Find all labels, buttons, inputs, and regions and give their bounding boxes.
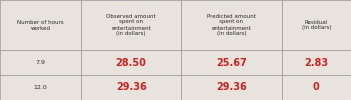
Bar (181, 75, 282, 100)
Bar (0, 50, 81, 75)
Bar (0, 75, 81, 100)
Text: 25.67: 25.67 (216, 57, 247, 68)
Text: Predicted amount
spent on
entertainment
(in dollars): Predicted amount spent on entertainment … (207, 14, 256, 36)
Text: 28.50: 28.50 (116, 57, 147, 68)
Bar (282, 50, 351, 75)
Text: 0: 0 (313, 82, 320, 93)
Bar (81, 50, 181, 75)
Text: 2.83: 2.83 (304, 57, 328, 68)
Text: 12.0: 12.0 (34, 85, 47, 90)
Text: 7.9: 7.9 (35, 60, 46, 65)
Text: Number of hours
worked: Number of hours worked (17, 20, 64, 30)
Text: Observed amount
spent on
entertainment
(in dollars): Observed amount spent on entertainment (… (106, 14, 156, 36)
Bar (181, 0, 282, 50)
Bar (0, 0, 81, 50)
Text: Residual
(in dollars): Residual (in dollars) (302, 20, 331, 30)
Text: 29.36: 29.36 (216, 82, 247, 93)
Bar (81, 0, 181, 50)
Bar (81, 75, 181, 100)
Text: 29.36: 29.36 (116, 82, 146, 93)
Bar (282, 75, 351, 100)
Bar (282, 0, 351, 50)
Bar (181, 50, 282, 75)
